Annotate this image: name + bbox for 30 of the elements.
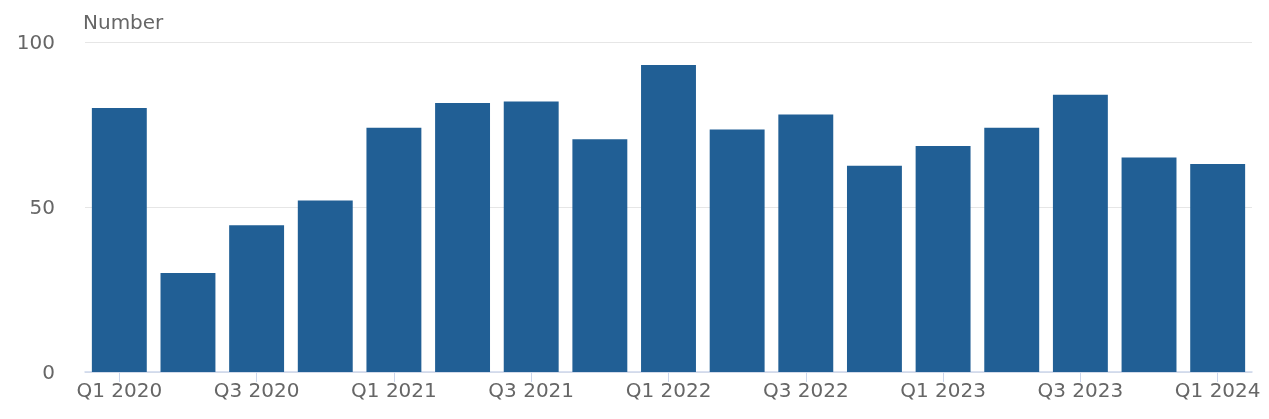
x-tick-label: Q3 2021 xyxy=(488,378,575,402)
bar xyxy=(229,225,285,372)
bar xyxy=(709,129,765,372)
bar xyxy=(435,103,491,372)
x-tick-label: Q1 2020 xyxy=(76,378,163,402)
bar xyxy=(160,273,216,372)
bar xyxy=(1052,94,1108,372)
x-tick-label: Q3 2023 xyxy=(1037,378,1124,402)
bar xyxy=(641,65,696,372)
x-tick-label: Q1 2024 xyxy=(1174,378,1261,402)
bar xyxy=(984,127,1040,372)
bar xyxy=(846,165,902,372)
bar xyxy=(778,114,834,372)
x-tick-label: Q1 2022 xyxy=(625,378,712,402)
y-tick-label: 50 xyxy=(29,195,55,219)
x-tick-label: Q1 2023 xyxy=(900,378,986,402)
bar xyxy=(366,127,422,372)
x-tick-label: Q3 2022 xyxy=(762,378,849,402)
bar xyxy=(1121,157,1177,372)
bar xyxy=(915,145,971,372)
bar xyxy=(572,139,628,372)
y-tick-label: 0 xyxy=(42,360,55,384)
bar xyxy=(297,200,353,372)
x-tick-label: Q1 2021 xyxy=(351,378,437,402)
bar xyxy=(91,108,147,372)
y-axis-title: Number xyxy=(83,10,165,34)
x-tick-label: Q3 2020 xyxy=(213,378,300,402)
y-tick-label: 100 xyxy=(16,30,55,54)
bar xyxy=(1190,164,1246,372)
bar xyxy=(503,101,559,372)
